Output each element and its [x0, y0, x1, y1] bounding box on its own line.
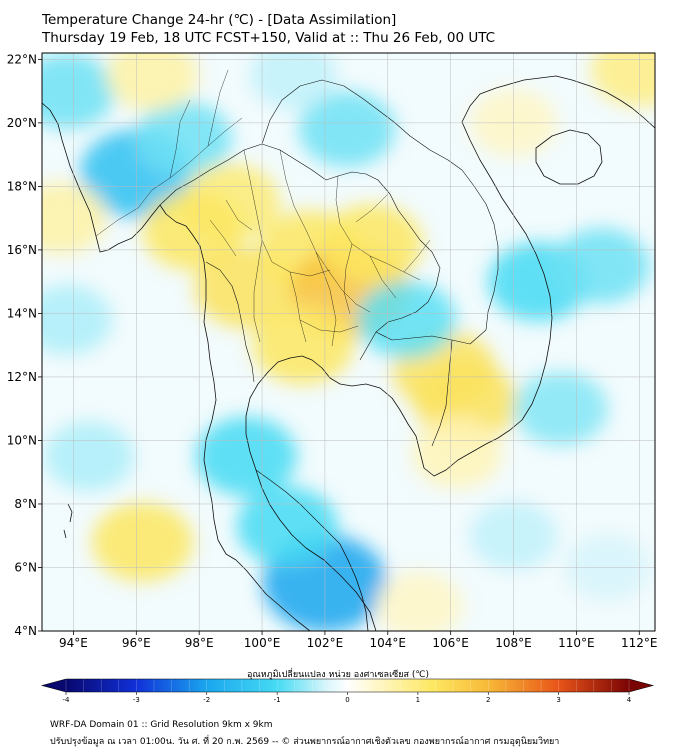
colorbar: -4 -3 -2 -1 0 1 2 3 4 [40, 678, 655, 704]
anomaly-warming-10 [321, 203, 423, 284]
lon-tick-label: 112°E [621, 636, 658, 650]
peninsula-west-coastline [217, 539, 311, 631]
colorbar-label: อุณหภูมิเปลี่ยนแปลง หน่วย องศาเซลเซียส (… [246, 670, 430, 680]
lat-tick-label: 12°N [7, 370, 37, 384]
colorbar-divisions [65, 679, 630, 692]
colorbar-tick-label: 3 [556, 696, 560, 704]
anomaly-warming-22 [91, 502, 194, 582]
myanmar-west-coastline [42, 102, 219, 541]
lon-tick-label: 94°E [59, 636, 88, 650]
lat-tick-label: 22°N [7, 52, 37, 66]
anomaly-cooling-23 [44, 421, 135, 492]
anomaly-cooling-15 [357, 281, 457, 359]
anomaly-warming-26 [106, 53, 199, 112]
anomaly-cooling-2 [42, 53, 116, 129]
graticule [42, 53, 655, 631]
anomaly-warming-27 [42, 182, 107, 255]
lat-tick-label: 6°N [14, 560, 37, 574]
colorbar-tick-label: 0 [345, 696, 349, 704]
anomaly-cooling-28 [42, 284, 112, 355]
lon-tick-label: 100°E [244, 636, 281, 650]
anomaly-warming-6 [142, 191, 244, 271]
anomaly-warming-25 [590, 53, 655, 107]
colorbar-tick-label: 4 [627, 696, 632, 704]
footer-model-info: WRF-DA Domain 01 :: Grid Resolution 9km … [50, 720, 273, 730]
colorbar-tick-label: 1 [416, 696, 420, 704]
lat-tick-label: 14°N [7, 306, 37, 320]
map-frame [41, 52, 656, 632]
footer-credit: ปรับปรุงข้อมูล ณ เวลา 01:00น. วัน ศ. ที่… [50, 737, 560, 747]
andaman-islands [63, 503, 73, 539]
colorbar-high-extend [629, 679, 653, 692]
colorbar-gradient [66, 679, 629, 692]
vietnam-south-coastline [415, 75, 655, 477]
gulf-of-thailand-coastline [245, 355, 417, 631]
lat-tick-label: 8°N [14, 497, 37, 511]
lon-tick-label: 106°E [432, 636, 469, 650]
country-border-thailand-west [205, 261, 255, 383]
hainan-island-outline [535, 129, 603, 185]
colorbar-tick-label: -4 [63, 696, 71, 704]
malaysia-peninsula-coastline [339, 543, 369, 631]
colorbar-tick-label: -2 [203, 696, 210, 704]
colorbar-tick-label: -1 [274, 696, 281, 704]
colorbar-tick-label: 2 [486, 696, 490, 704]
lat-tick-label: 16°N [7, 243, 37, 257]
latitude-axis: 22°N 20°N 18°N 16°N 14°N 12°N 10°N 8°N 6°N 4°N [7, 52, 42, 638]
lon-tick-label: 110°E [558, 636, 595, 650]
lat-tick-label: 4°N [14, 624, 37, 638]
lon-tick-label: 104°E [370, 636, 407, 650]
anomaly-warming-31 [375, 571, 463, 631]
country-border-myanmar-thailand [159, 143, 441, 361]
lat-tick-label: 20°N [7, 116, 37, 130]
longitude-axis: 94°E 96°E 98°E 100°E 102°E 104°E 106°E 108°E 110… [59, 631, 658, 650]
country-border-laos-vietnam [261, 79, 499, 331]
colorbar-tick-label: -3 [133, 696, 140, 704]
anomaly-cooling-3 [298, 91, 396, 168]
anomaly-cooling-4 [249, 53, 338, 110]
map-subtitle: Thursday 19 Feb, 18 UTC FCST+150, Valid … [42, 30, 496, 46]
lat-tick-label: 10°N [7, 433, 37, 447]
map-title: Temperature Change 24-hr (℃) - [Data Ass… [42, 12, 397, 28]
anomaly-cooling-21 [195, 416, 297, 496]
colorbar-ticks: -4 -3 -2 -1 0 1 2 3 4 [63, 692, 632, 704]
anomaly-cooling-1 [135, 100, 232, 177]
lon-tick-label: 98°E [185, 636, 214, 650]
myanmar-region-borders [95, 69, 243, 237]
anomaly-warming-14 [412, 418, 502, 489]
country-border-cambodia [375, 329, 487, 447]
temperature-anomaly-field [42, 53, 655, 631]
lon-tick-label: 102°E [307, 636, 344, 650]
lon-tick-label: 108°E [495, 636, 532, 650]
anomaly-warming-11 [252, 305, 354, 385]
lat-tick-label: 18°N [7, 179, 37, 193]
lon-tick-label: 96°E [122, 636, 151, 650]
coastlines-and-borders [42, 69, 655, 631]
anomaly-cooling-17 [553, 227, 650, 304]
colorbar-low-extend [42, 679, 66, 692]
anomaly-cooling-18 [513, 371, 608, 446]
